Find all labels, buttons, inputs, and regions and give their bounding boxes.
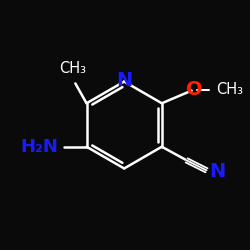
Text: N: N: [116, 71, 132, 90]
Text: CH₃: CH₃: [60, 61, 86, 76]
Text: CH₃: CH₃: [216, 82, 244, 97]
Text: O: O: [186, 80, 202, 99]
Text: N: N: [210, 162, 226, 181]
Text: H₂N: H₂N: [20, 138, 58, 156]
